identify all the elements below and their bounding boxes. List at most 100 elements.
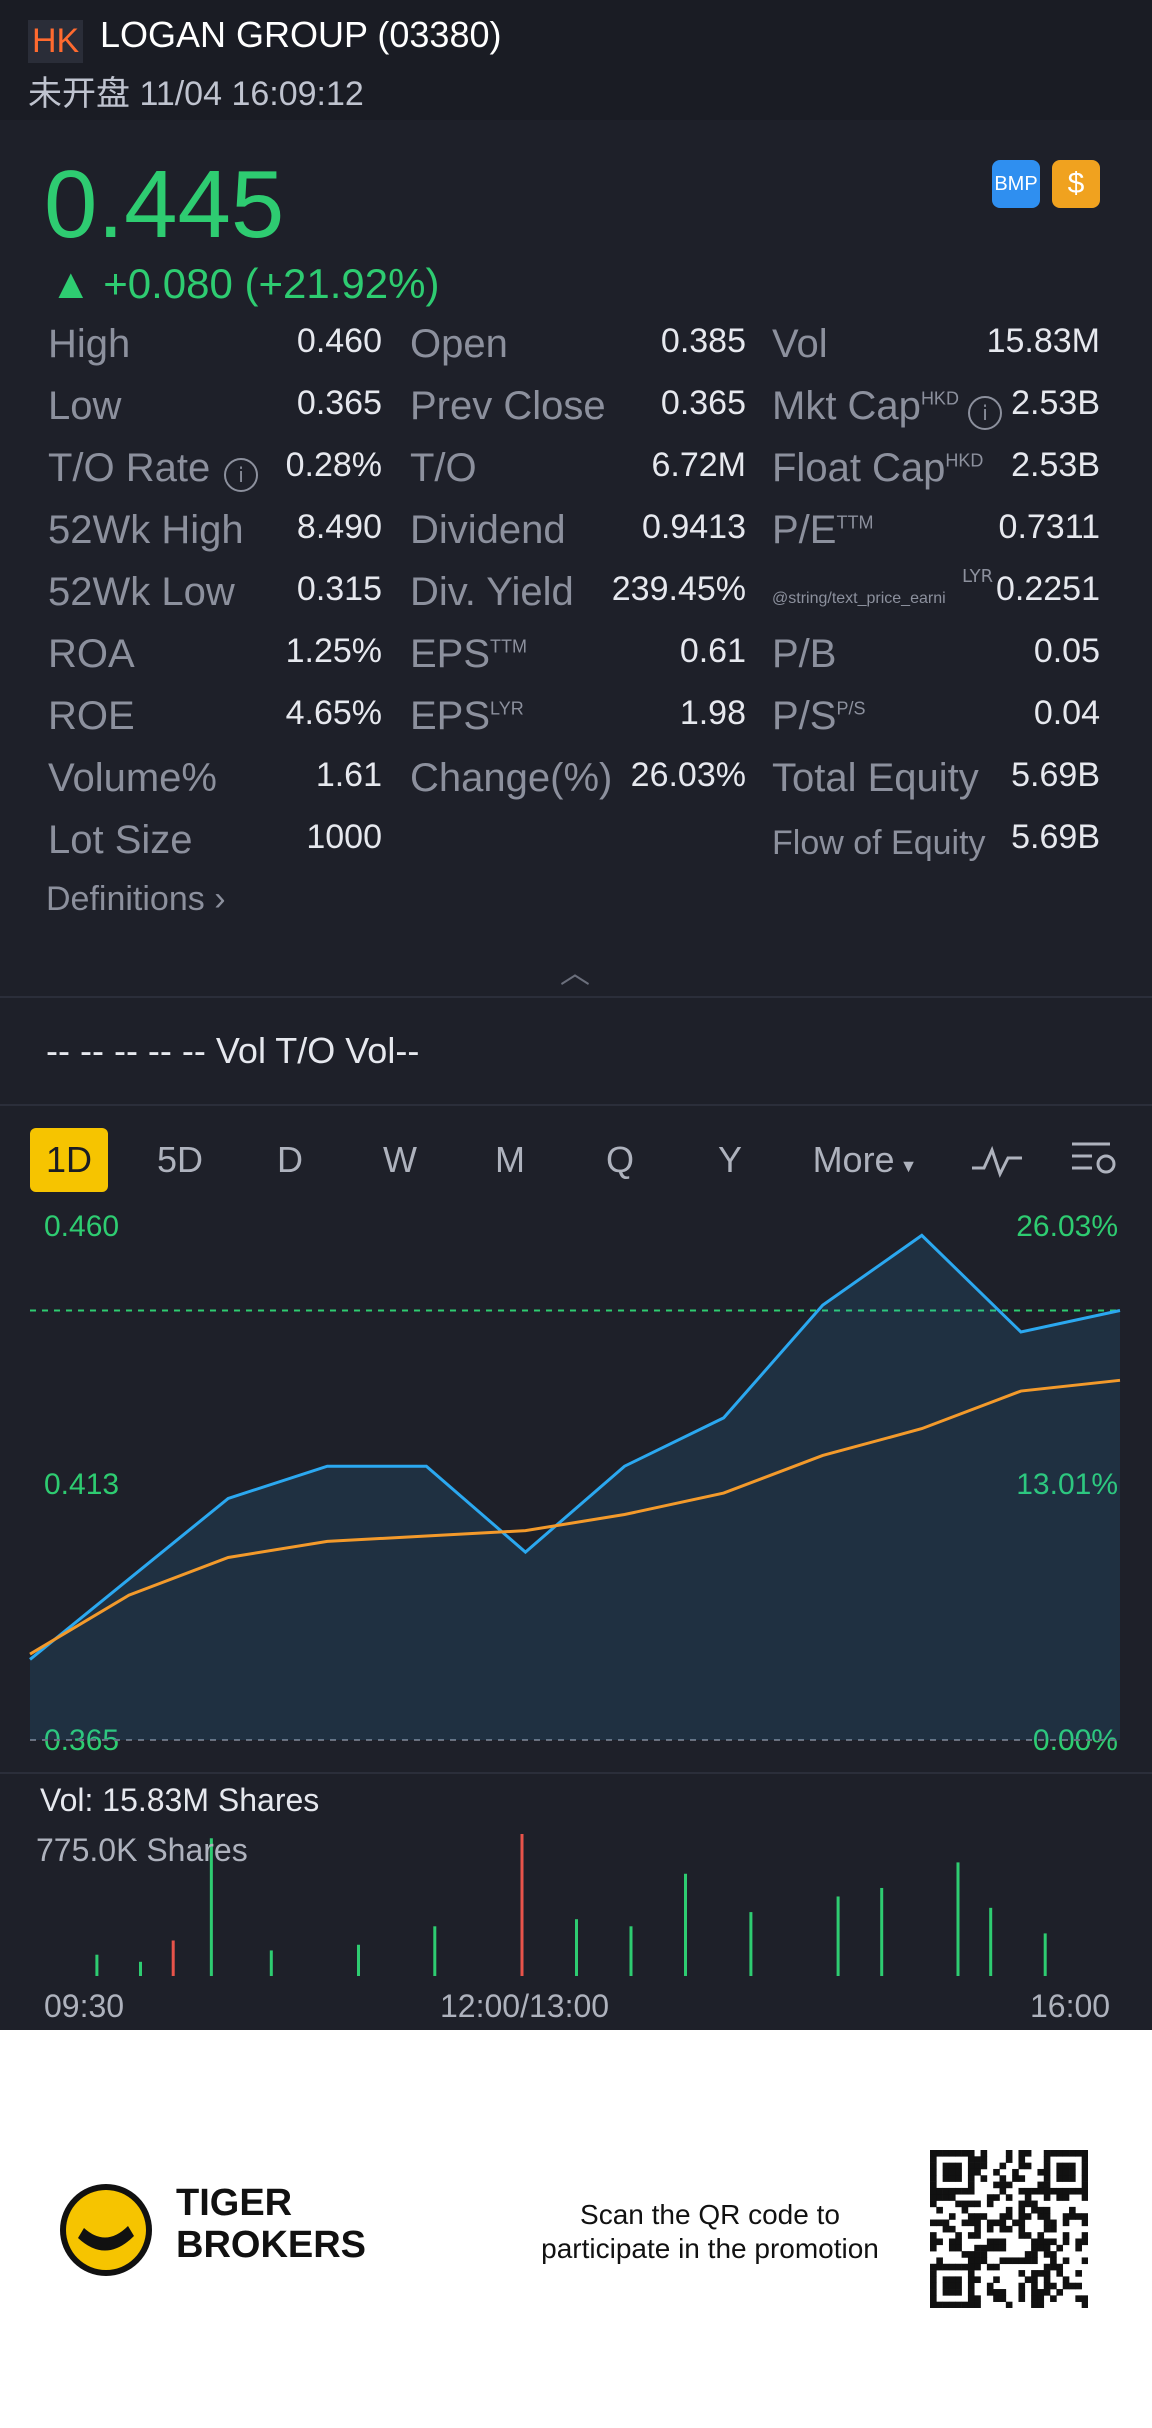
info-icon[interactable]: i [968,396,1002,430]
qr-module [1018,2175,1026,2182]
qr-module [1012,2257,1019,2265]
qr-module [1031,2282,1038,2290]
tab-day[interactable]: D [277,1139,303,1180]
qr-module [1050,2219,1057,2227]
qr-module [993,2263,1000,2271]
stat-label: Volume% [48,756,217,800]
qr-module [999,2238,1007,2246]
chart-settings-icon[interactable] [1070,1140,1118,1180]
stat-value: 8.490 [296,508,382,546]
tiger-logo-icon [60,2184,152,2276]
qr-module [1075,2187,1082,2195]
qr-module [955,2289,962,2296]
qr-module [942,2187,950,2195]
qr-module [942,2219,950,2227]
qr-module [1031,2257,1038,2265]
tab-5d[interactable]: 5D [156,1139,204,1180]
qr-module [974,2257,981,2265]
stat-label: ROE [48,694,135,738]
currency-sup: HKD [920,388,959,409]
chevron-up-icon[interactable]: ︿ [560,956,590,991]
tab-quarter[interactable]: Q [605,1139,634,1180]
volume-bar [836,1896,840,1976]
qr-module [1056,2289,1064,2296]
qr-module [1037,2213,1045,2220]
qr-module [1069,2168,1076,2176]
intraday-chart[interactable] [0,0,1152,2030]
tab-1d[interactable]: 1D [30,1128,108,1192]
tab-more[interactable]: More ▼ [800,1128,930,1192]
qr-module [986,2289,994,2296]
qr-module [930,2295,937,2302]
qr-module [1018,2206,1026,2214]
qr-module [1081,2232,1088,2239]
qr-module [1037,2270,1045,2277]
qr-module [999,2295,1007,2302]
volume-bar [629,1926,633,1976]
qr-module [955,2187,962,2195]
qr-module [1069,2206,1076,2214]
volume-bar [880,1887,884,1976]
qr-module [1081,2150,1088,2157]
qr-module [974,2213,981,2220]
qr-module [980,2213,988,2220]
qr-module [1081,2238,1088,2246]
qr-module [1050,2282,1057,2290]
qr-module [955,2238,962,2246]
qr-module [948,2175,956,2182]
definitions-link[interactable]: Definitions › [46,880,226,919]
indicator-icon[interactable] [970,1140,1024,1180]
qr-module [1037,2168,1045,2176]
qr-module [1043,2181,1051,2189]
qr-module [930,2175,937,2182]
qr-module [974,2301,981,2308]
stat-value: 0.365 [660,384,746,422]
qr-module [1037,2289,1045,2296]
market-status: 未开盘 11/04 16:09:12 [28,75,364,113]
tab-week[interactable]: W [383,1139,417,1180]
dollar-badge[interactable]: $ [1052,160,1100,208]
qr-module [1069,2187,1076,2195]
info-icon[interactable]: i [224,458,258,492]
qr-module [961,2187,969,2195]
qr-module [955,2200,962,2208]
volume-max: 775.0K Shares [36,1832,248,1868]
qr-module [1043,2150,1051,2157]
pct-axis-mid: 13.01% [1016,1468,1118,1501]
qr-code[interactable] [930,2150,1088,2308]
qr-module [1031,2244,1038,2252]
qr-module [948,2263,956,2271]
qr-module [967,2263,975,2271]
stat-label: Vol [772,322,828,366]
stat-label: Low [48,384,122,428]
qr-module [936,2150,943,2157]
stat-label-text: Float Cap [772,446,946,490]
qr-module [980,2257,988,2265]
tab-month[interactable]: M [495,1139,525,1180]
y-axis-top: 0.460 [44,1210,120,1243]
volume-summary: -- -- -- -- -- Vol T/O Vol-- [46,1030,420,1071]
qr-module [1024,2213,1032,2220]
qr-module [930,2219,937,2227]
qr-module [961,2206,969,2214]
qr-module [967,2175,975,2182]
qr-module [1018,2232,1026,2239]
bmp-badge[interactable]: BMP [992,160,1040,208]
definitions-label: Definitions [46,880,205,918]
qr-module [986,2238,994,2246]
qr-module [967,2295,975,2302]
last-price: 0.445 [44,151,285,258]
stat-label: @string/text_price_earni [772,590,946,607]
pct-axis-top: 26.03% [1016,1210,1118,1243]
qr-module [948,2244,956,2252]
qr-module [961,2263,969,2271]
qr-module [1062,2162,1070,2170]
volume-bar [520,1834,524,1976]
qr-module [999,2187,1007,2195]
qr-module [986,2194,994,2201]
stat-value: 2.53B [1011,446,1100,484]
qr-module [967,2257,975,2265]
volume-bar [989,1907,993,1976]
tab-year[interactable]: Y [717,1139,742,1180]
qr-module [948,2276,956,2284]
